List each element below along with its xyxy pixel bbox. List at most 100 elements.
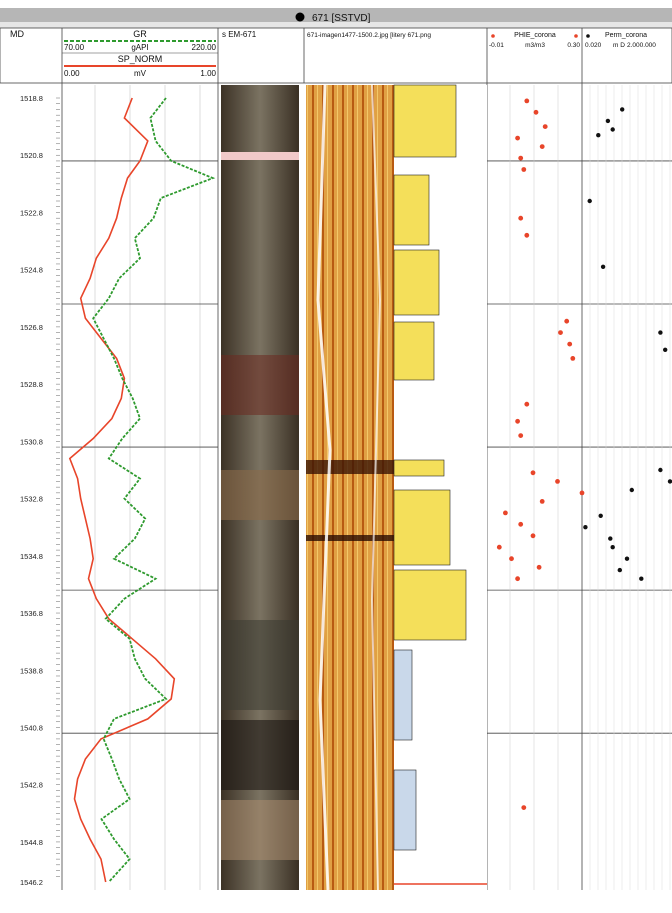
depth-tick-label: 1540.8 <box>20 723 43 732</box>
phie-point <box>530 470 536 476</box>
phie-point <box>515 135 520 141</box>
depth-tick-label: 1520.8 <box>20 151 43 160</box>
phie-point <box>558 330 563 335</box>
phie-point <box>496 544 502 550</box>
depth-tick-label: 1542.8 <box>20 781 43 790</box>
perm-header-unit: m D <box>613 42 625 49</box>
phie-legend-dot-left <box>491 34 495 38</box>
phie-point <box>518 433 524 438</box>
phie-point <box>539 499 545 504</box>
gr-curve <box>92 97 216 883</box>
phie-point <box>539 144 545 150</box>
perm-legend-dot <box>586 34 590 38</box>
phie-point <box>518 215 524 221</box>
phie-point <box>515 576 520 582</box>
perm-point <box>598 513 603 518</box>
depth-tick-label: 1546.2 <box>20 878 43 887</box>
phie-point <box>530 533 536 539</box>
core-photo-track <box>221 85 299 890</box>
sp-curve <box>68 97 176 883</box>
perm-point <box>663 347 668 352</box>
perm-point <box>658 330 663 335</box>
perm-point <box>600 264 606 269</box>
title-bar-bottom <box>0 22 672 28</box>
phie-points <box>496 98 585 810</box>
perm-header-name: Perm_corona <box>605 32 647 39</box>
gr-header-max: 220.00 <box>192 43 217 52</box>
depth-tick-label: 1530.8 <box>20 437 43 446</box>
depth-tick-label: 1528.8 <box>20 380 43 389</box>
phie-point <box>524 98 530 104</box>
sp-header-unit: mV <box>134 69 147 78</box>
phie-header-min: -0.01 <box>489 42 504 49</box>
phie-point <box>570 356 576 361</box>
perm-point <box>596 133 601 138</box>
phie-point <box>518 155 524 161</box>
sp-header-name: SP_NORM <box>118 54 163 64</box>
perm-header-min: 0.020 <box>585 42 602 49</box>
phie-point <box>524 401 530 407</box>
phie-header-unit: m3/m3 <box>525 42 545 49</box>
perm-point <box>639 576 644 581</box>
phie-legend-dot-right <box>574 34 578 38</box>
well-marker-icon <box>295 12 305 22</box>
title-bar <box>0 8 672 22</box>
depth-tick-label: 1526.8 <box>20 323 43 332</box>
depth-tick-label: 1544.8 <box>20 838 43 847</box>
core-photo-header: s EM-671 <box>222 30 257 39</box>
depth-tick-label: 1518.8 <box>20 94 43 103</box>
perm-point <box>624 556 630 561</box>
depth-tick-label: 1536.8 <box>20 609 43 618</box>
depth-axis: 1518.8 1520.8 1522.8 1524.8 1526.8 1528.8 1530… <box>20 94 60 887</box>
perm-point <box>605 118 611 124</box>
perm-point <box>610 545 615 550</box>
perm-point <box>629 487 634 493</box>
lithology-track <box>393 84 487 890</box>
depth-tick-label: 1524.8 <box>20 266 43 275</box>
phie-point <box>536 564 542 570</box>
image-log-track <box>306 84 394 891</box>
depth-tick-label: 1522.8 <box>20 208 43 217</box>
phie-point <box>555 479 560 484</box>
perm-point <box>658 467 663 473</box>
phie-point <box>542 124 548 129</box>
sp-header-min: 0.00 <box>64 69 80 78</box>
perm-point <box>583 525 588 530</box>
phie-header-max: 0.30 <box>567 42 580 49</box>
perm-point <box>617 567 622 573</box>
perm-point <box>620 107 625 112</box>
gr-header-min: 70.00 <box>64 43 85 52</box>
perm-point <box>587 198 592 204</box>
phie-point <box>579 490 585 496</box>
perm-point <box>610 127 615 132</box>
depth-tick-label: 1538.8 <box>20 666 43 675</box>
phie-point <box>521 805 527 810</box>
phie-point <box>524 232 530 238</box>
phie-point <box>503 510 508 516</box>
phie-point <box>533 109 539 115</box>
gr-header-name: GR <box>133 29 147 39</box>
phie-point <box>564 318 570 324</box>
header-area <box>0 27 672 84</box>
phie-point <box>518 521 524 527</box>
perm-point <box>608 536 613 541</box>
phie-track-grid <box>509 85 559 890</box>
md-header-label: MD <box>10 29 24 39</box>
gr-header-unit: gAPI <box>131 43 148 52</box>
well-title: 671 [SSTVD] <box>312 13 371 24</box>
image-log-header: 671-imagen1477-1500.2.jpg [litery 671.pn… <box>307 32 431 39</box>
perm-points <box>583 107 672 581</box>
phie-point <box>515 418 520 424</box>
perm-track-grid <box>589 85 671 890</box>
phie-point <box>567 341 573 347</box>
perm-header-max: 2.000.000 <box>627 42 656 49</box>
phie-point <box>509 556 514 562</box>
sp-header-max: 1.00 <box>200 69 216 78</box>
gr-track-grid <box>62 85 672 890</box>
phie-point <box>521 167 527 172</box>
depth-tick-label: 1532.8 <box>20 495 43 504</box>
depth-tick-label: 1534.8 <box>20 552 43 561</box>
perm-point <box>667 479 672 484</box>
